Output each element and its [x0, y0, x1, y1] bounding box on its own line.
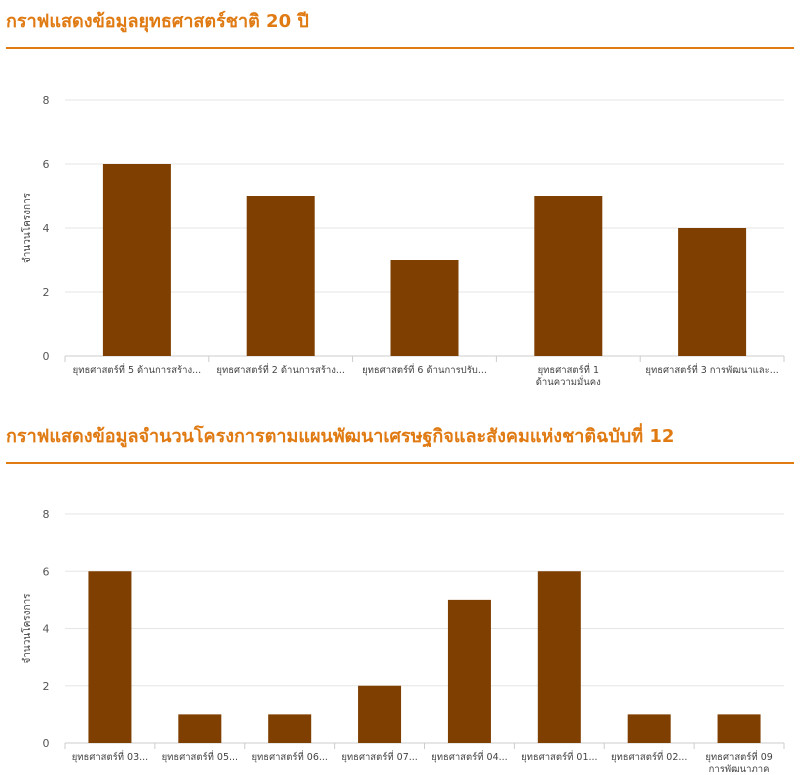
x-tick-label: ยุทธศาสตร์ที่ 07... [341, 750, 418, 763]
bar [88, 571, 132, 743]
y-tick-label: 6 [43, 565, 50, 578]
bar [358, 685, 402, 743]
x-tick-label: ยุทธศาสตร์ที่ 03... [72, 750, 149, 763]
bar [102, 164, 171, 356]
bar [678, 228, 747, 356]
x-tick-label: ยุทธศาสตร์ที่ 05... [162, 750, 239, 763]
section-title-development-plan: กราฟแสดงข้อมูลจำนวนโครงการตามแผนพัฒนาเศร… [6, 426, 675, 447]
development-plan-bar-chart: จำนวนโครงการ 0 2 4 6 8 ยุทธศาสตร์ที่ 03... ยุทธ… [20, 508, 785, 775]
y-tick-label: 4 [43, 222, 50, 235]
x-tick-label: ยุทธศาสตร์ที่ 01... [521, 750, 598, 763]
bar [717, 714, 761, 743]
y-axis-label: จำนวนโครงการ [20, 593, 33, 664]
y-tick-label: 6 [43, 158, 50, 171]
x-tick-label: ยุทธศาสตร์ที่ 3 การพัฒนาและ... [645, 363, 778, 376]
y-tick-label: 2 [43, 680, 50, 693]
x-tick-label: ยุทธศาสตร์ที่ 5 ด้านการสร้าง... [73, 363, 202, 376]
y-tick-label: 2 [43, 286, 50, 299]
y-tick-label: 4 [43, 623, 50, 636]
x-tick-label: ยุทธศาสตร์ที่ 6 ด้านการปรับ... [362, 363, 487, 376]
y-axis-label: จำนวนโครงการ [20, 192, 33, 263]
bar [537, 571, 581, 743]
y-tick-label: 0 [43, 350, 50, 363]
bar [534, 196, 603, 356]
bar [627, 714, 671, 743]
x-tick-label: ยุทธศาสตร์ที่ 02... [611, 750, 688, 763]
bar [246, 196, 315, 356]
x-tick-label: ยุทธศาสตร์ที่ 04... [431, 750, 508, 763]
x-tick-label: ยุทธศาสตร์ที่ 1 ด้านความมั่นคง [536, 363, 601, 388]
y-tick-label: 0 [43, 737, 50, 750]
y-tick-label: 8 [43, 94, 50, 107]
y-tick-label: 8 [43, 508, 50, 521]
bar [268, 714, 312, 743]
x-tick-label: ยุทธศาสตร์ที่ 06... [251, 750, 328, 763]
title-divider [6, 462, 794, 464]
bar [390, 260, 459, 356]
bar [447, 599, 491, 743]
x-tick-label: ยุทธศาสตร์ที่ 2 ด้านการสร้าง... [216, 363, 345, 376]
x-tick-label: ยุทธศาสตร์ที่ 09 การพัฒนาภาค [705, 750, 772, 775]
section-title-national-strategy: กราฟแสดงข้อมูลยุทธศาสตร์ชาติ 20 ปี [6, 11, 309, 32]
bar [178, 714, 222, 743]
title-divider [6, 47, 794, 49]
national-strategy-bar-chart: จำนวนโครงการ 0 2 4 6 8 ยุทธศาสตร์ที่ 5 ด้านการ… [20, 94, 785, 388]
